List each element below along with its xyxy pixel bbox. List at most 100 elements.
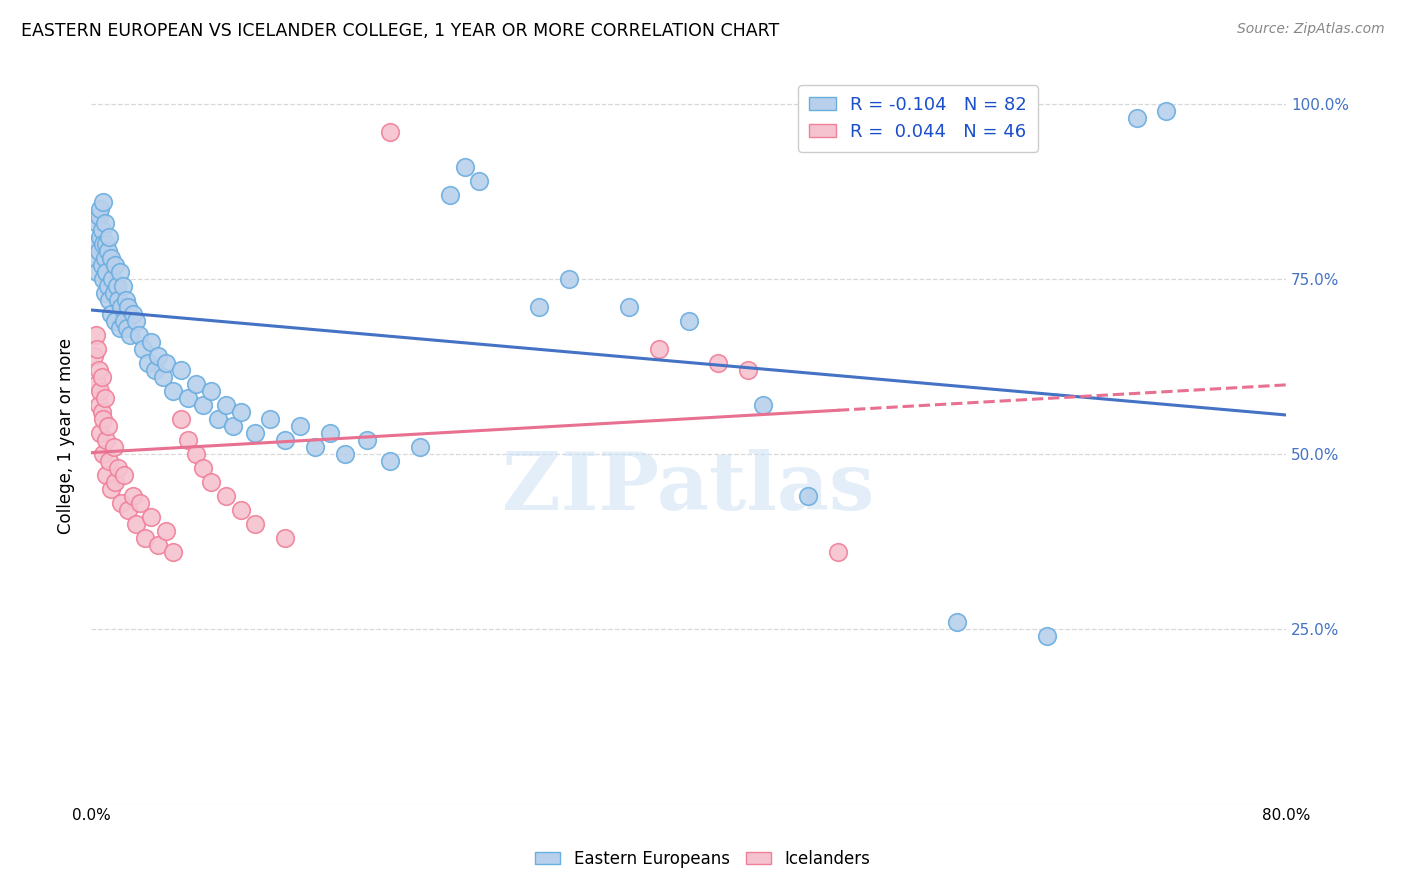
Text: Source: ZipAtlas.com: Source: ZipAtlas.com: [1237, 22, 1385, 37]
Point: [89, 202, 111, 216]
Point: [1125, 111, 1147, 125]
Point: [162, 384, 184, 398]
Point: [647, 342, 669, 356]
Point: [152, 369, 174, 384]
Point: [139, 509, 162, 524]
Point: [122, 307, 145, 321]
Point: [259, 411, 281, 425]
Point: [100, 251, 122, 265]
Point: [245, 516, 267, 531]
Point: [97, 244, 120, 258]
Point: [797, 489, 820, 503]
Point: [122, 489, 145, 503]
Point: [184, 446, 207, 460]
Point: [86, 215, 108, 229]
Point: [128, 327, 150, 342]
Point: [100, 482, 122, 496]
Point: [145, 362, 167, 376]
Point: [87, 244, 110, 258]
Point: [93, 391, 115, 405]
Point: [162, 544, 184, 558]
Point: [107, 293, 129, 307]
Point: [678, 313, 700, 327]
Point: [378, 453, 401, 467]
Point: [91, 446, 114, 460]
Point: [110, 495, 132, 509]
Point: [200, 475, 222, 489]
Point: [356, 433, 378, 447]
Point: [111, 278, 134, 293]
Point: [93, 215, 115, 229]
Point: [90, 222, 112, 236]
Point: [87, 209, 110, 223]
Point: [86, 264, 108, 278]
Point: [290, 418, 312, 433]
Point: [170, 411, 193, 425]
Point: [752, 398, 775, 412]
Point: [274, 531, 297, 545]
Point: [125, 516, 148, 531]
Point: [333, 446, 356, 460]
Point: [177, 433, 200, 447]
Point: [86, 342, 108, 356]
Point: [737, 362, 759, 376]
Point: [132, 342, 155, 356]
Point: [91, 194, 114, 209]
Point: [104, 313, 127, 327]
Point: [468, 173, 491, 187]
Point: [117, 300, 139, 314]
Point: [112, 313, 135, 327]
Point: [378, 124, 401, 138]
Point: [87, 362, 110, 376]
Point: [89, 229, 111, 244]
Point: [191, 398, 214, 412]
Point: [129, 495, 152, 509]
Point: [93, 285, 115, 300]
Point: [101, 271, 124, 285]
Point: [148, 538, 170, 552]
Point: [214, 398, 236, 412]
Point: [125, 313, 148, 327]
Point: [103, 440, 125, 454]
Point: [946, 615, 969, 629]
Point: [200, 384, 222, 398]
Point: [91, 411, 114, 425]
Text: EASTERN EUROPEAN VS ICELANDER COLLEGE, 1 YEAR OR MORE CORRELATION CHART: EASTERN EUROPEAN VS ICELANDER COLLEGE, 1…: [21, 22, 779, 40]
Point: [207, 411, 229, 425]
Point: [112, 467, 135, 482]
Point: [83, 349, 105, 363]
Point: [214, 489, 236, 503]
Point: [177, 391, 200, 405]
Point: [86, 376, 108, 391]
Point: [107, 460, 129, 475]
Point: [91, 236, 114, 251]
Point: [94, 467, 117, 482]
Point: [98, 293, 121, 307]
Point: [98, 229, 121, 244]
Point: [136, 355, 159, 369]
Point: [304, 440, 326, 454]
Point: [229, 404, 252, 418]
Point: [1156, 103, 1178, 118]
Point: [90, 404, 112, 418]
Point: [98, 453, 121, 467]
Point: [104, 258, 127, 272]
Point: [453, 160, 475, 174]
Point: [439, 187, 461, 202]
Point: [529, 300, 551, 314]
Point: [100, 307, 122, 321]
Point: [222, 418, 245, 433]
Point: [93, 251, 115, 265]
Point: [104, 475, 127, 489]
Point: [90, 369, 112, 384]
Point: [148, 349, 170, 363]
Point: [90, 258, 112, 272]
Point: [827, 544, 849, 558]
Point: [319, 425, 342, 440]
Point: [707, 355, 730, 369]
Point: [184, 376, 207, 391]
Point: [94, 433, 117, 447]
Point: [91, 271, 114, 285]
Point: [108, 264, 131, 278]
Y-axis label: College, 1 year or more: College, 1 year or more: [58, 338, 75, 534]
